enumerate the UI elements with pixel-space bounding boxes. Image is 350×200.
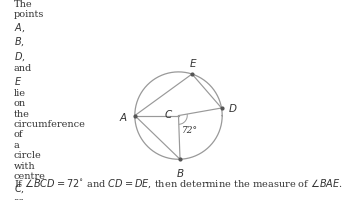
Text: If $\angle BCD = 72^{\circ}$ and $CD = DE$, then determine the measure of $\angl: If $\angle BCD = 72^{\circ}$ and $CD = D… (14, 176, 343, 189)
Text: $\mathit{E}$: $\mathit{E}$ (189, 57, 197, 69)
Text: $\mathit{A}$: $\mathit{A}$ (119, 110, 128, 122)
Text: $\mathit{D}$: $\mathit{D}$ (228, 102, 237, 114)
Text: The points $A$, $B$, $D$, and $E$ lie on the circumference of a circle with cent: The points $A$, $B$, $D$, and $E$ lie on… (14, 0, 86, 200)
Text: 72°: 72° (182, 126, 198, 135)
Text: $\mathit{C}$: $\mathit{C}$ (164, 107, 173, 119)
Text: $\mathit{B}$: $\mathit{B}$ (176, 166, 184, 178)
